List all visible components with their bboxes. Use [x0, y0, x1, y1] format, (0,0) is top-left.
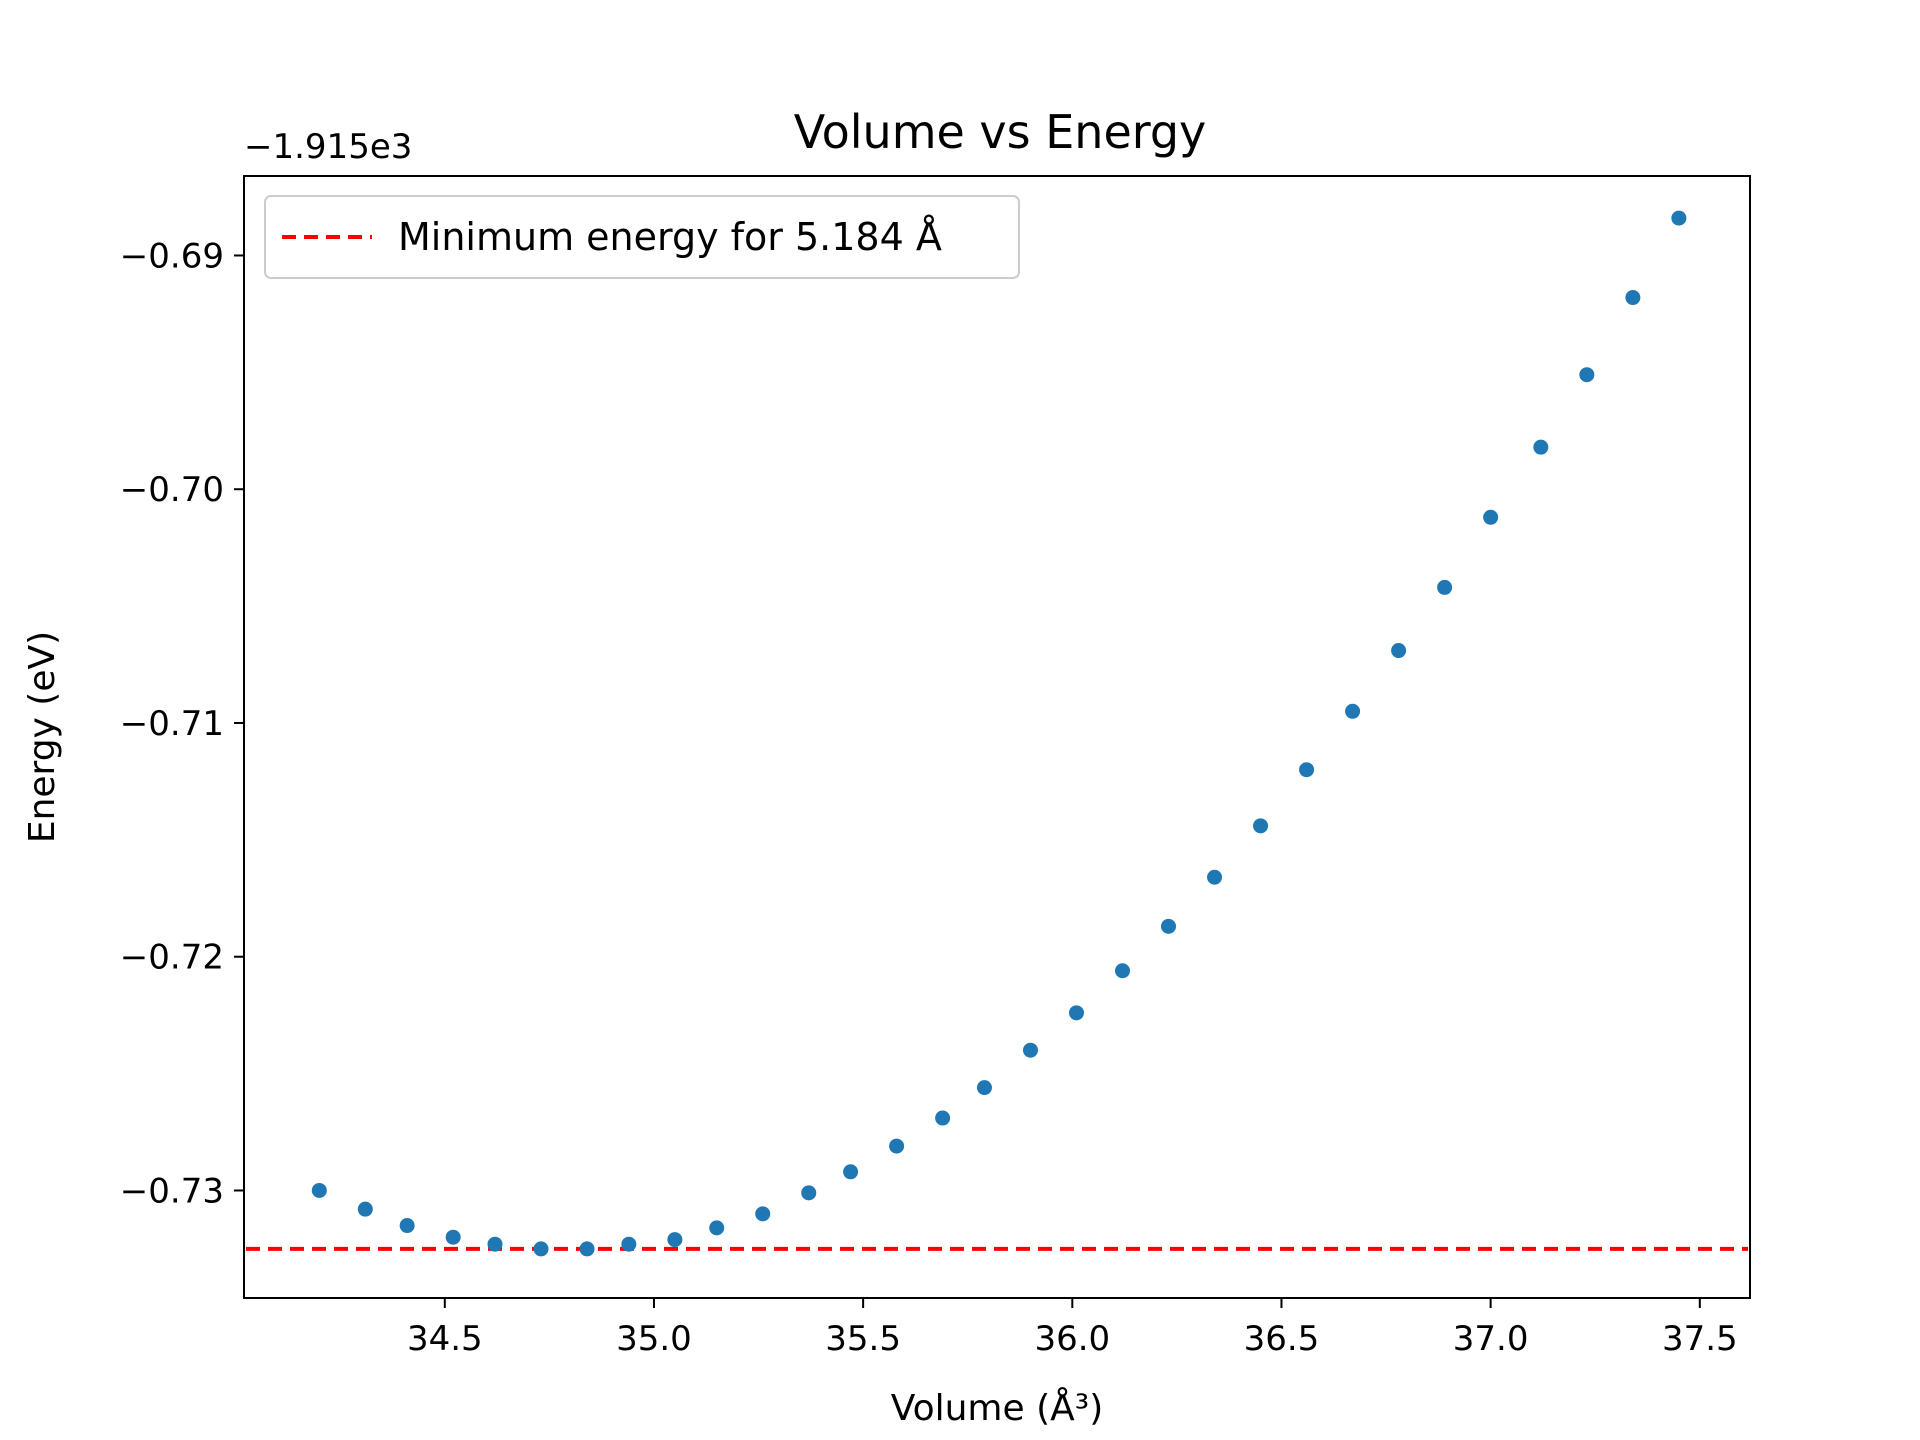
y-tick-label: −0.70: [120, 470, 224, 510]
x-tick-label: 35.0: [616, 1319, 692, 1359]
x-tick-label: 37.5: [1662, 1319, 1738, 1359]
data-point: [1625, 290, 1641, 306]
y-tick-label: −0.73: [120, 1171, 224, 1211]
y-offset-text: −1.915e3: [244, 127, 412, 167]
data-point: [1207, 869, 1223, 885]
y-axis-label: Energy (eV): [22, 631, 63, 843]
data-point: [1437, 579, 1453, 595]
data-point: [1161, 918, 1177, 934]
x-axis-ticks: 34.5 35.0 35.5 36.0 36.5 37.0 37.5: [407, 1298, 1738, 1359]
data-point: [667, 1232, 683, 1248]
y-axis-ticks: −0.69 −0.70 −0.71 −0.72 −0.73: [120, 236, 244, 1211]
data-point: [1579, 367, 1595, 383]
data-point: [445, 1229, 461, 1245]
data-point: [976, 1080, 992, 1096]
x-tick-label: 36.5: [1244, 1319, 1320, 1359]
data-point: [1671, 210, 1687, 226]
y-tick-label: −0.72: [120, 938, 224, 978]
data-point: [889, 1138, 905, 1154]
data-point: [1022, 1042, 1038, 1058]
data-point: [311, 1182, 327, 1198]
data-point: [579, 1241, 595, 1257]
legend-box: [264, 195, 1020, 279]
data-point: [399, 1218, 415, 1234]
data-point: [1533, 439, 1549, 455]
y-tick-label: −0.69: [120, 236, 224, 276]
data-point: [1299, 762, 1315, 778]
data-point: [1345, 703, 1361, 719]
data-point: [1068, 1005, 1084, 1021]
x-tick-label: 34.5: [407, 1319, 483, 1359]
data-point: [533, 1241, 549, 1257]
data-point: [487, 1236, 503, 1252]
x-tick-label: 36.0: [1034, 1319, 1110, 1359]
plot-marks: [246, 210, 1748, 1257]
data-point: [1391, 643, 1407, 659]
legend-label: Minimum energy for 5.184 Å: [398, 215, 942, 259]
plot-frame: [243, 175, 1751, 1299]
y-tick-label: −0.71: [120, 704, 224, 744]
data-point: [709, 1220, 725, 1236]
data-point: [801, 1185, 817, 1201]
data-point: [935, 1110, 951, 1126]
x-tick-label: 35.5: [825, 1319, 901, 1359]
chart-title: Volume vs Energy: [794, 105, 1207, 159]
data-point: [357, 1201, 373, 1217]
legend: Minimum energy for 5.184 Å: [264, 195, 1020, 279]
data-point: [621, 1236, 637, 1252]
data-point: [755, 1206, 771, 1222]
x-tick-label: 37.0: [1453, 1319, 1529, 1359]
data-point: [1483, 509, 1499, 525]
data-point: [1115, 963, 1130, 979]
data-point: [843, 1164, 859, 1180]
data-point: [1253, 818, 1269, 834]
x-axis-label: Volume (Å³): [891, 1386, 1103, 1429]
